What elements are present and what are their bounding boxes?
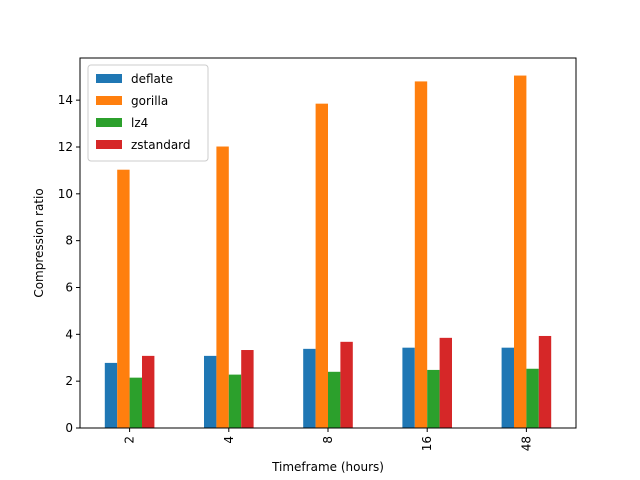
legend-label-gorilla: gorilla [131,94,168,108]
y-tick-label: 4 [65,327,73,341]
bar-gorilla-4 [216,146,229,428]
x-tick-label: 48 [519,436,533,451]
x-axis-label: Timeframe (hours) [271,460,384,474]
y-tick-label: 10 [58,187,73,201]
bar-lz4-2 [129,377,142,428]
bar-zstandard-4 [241,350,254,428]
x-tick-label: 16 [420,436,434,451]
y-tick-label: 8 [65,234,73,248]
legend-box [87,64,209,162]
bar-deflate-16 [402,347,415,428]
legend-swatch-zstandard [96,140,122,149]
y-axis-label: Compression ratio [32,188,46,297]
plot-frame [79,57,577,429]
x-tick-label: 2 [123,436,137,444]
bar-deflate-4 [204,355,217,428]
bar-zstandard-8 [340,341,353,428]
legend-swatch-deflate [96,74,122,83]
bar-lz4-48 [526,368,539,428]
bar-gorilla-48 [514,75,527,428]
y-tick-label: 0 [65,421,73,435]
y-tick-label: 12 [58,140,73,154]
bar-zstandard-16 [439,337,452,428]
y-tick-label: 6 [65,280,73,294]
legend: deflate gorilla lz4 zstandard [87,64,209,162]
legend-label-zstandard: zstandard [131,138,191,152]
bar-gorilla-16 [414,81,428,428]
x-tick-label: 8 [321,436,335,444]
legend-swatch-lz4 [96,118,122,127]
bar-lz4-16 [427,369,440,428]
x-tick-label: 4 [222,436,236,444]
bar-lz4-8 [328,371,341,428]
bar-zstandard-2 [142,355,155,428]
y-axis: 0 2 4 6 8 10 12 14 [58,93,80,435]
legend-label-deflate: deflate [131,72,173,86]
bar-deflate-8 [303,348,316,428]
bar-lz4-4 [228,374,242,428]
bar-gorilla-2 [117,169,130,429]
bar-deflate-48 [501,347,514,428]
bar-gorilla-8 [315,103,328,429]
bars-group [104,75,552,429]
bar-zstandard-48 [538,335,552,428]
y-tick-label: 14 [58,93,73,107]
bar-deflate-2 [104,362,118,428]
legend-label-lz4: lz4 [131,116,148,130]
y-tick-label: 2 [65,374,73,388]
x-axis: 2 4 8 16 48 [123,428,533,451]
legend-swatch-gorilla [96,96,122,105]
